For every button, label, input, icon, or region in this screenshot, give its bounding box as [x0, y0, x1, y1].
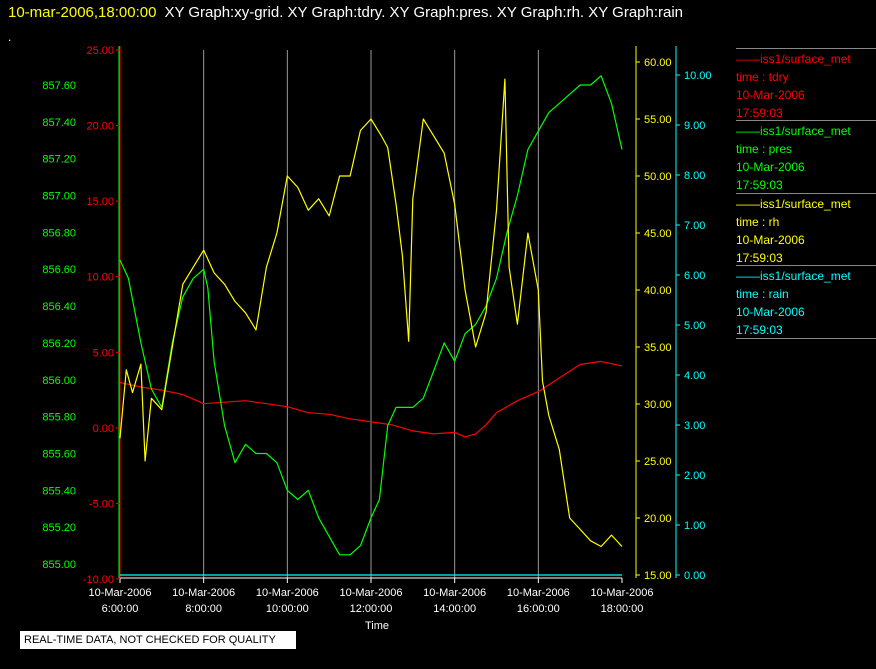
series-line-rh [119, 78, 623, 548]
y-tick-label-rain: 10.00 [684, 70, 712, 82]
y-tick-label-tdry: 25.00 [86, 45, 114, 57]
legend-date: 10-Mar-2006 [736, 233, 805, 247]
x-tick-label-time: 12:00:00 [350, 603, 393, 615]
legend-series: ——iss1/surface_met [736, 269, 851, 283]
y-tick-label-pres: 856.80 [42, 227, 76, 239]
x-tick-label-time: 6:00:00 [102, 603, 139, 615]
y-tick-label-rh: 40.00 [644, 285, 672, 297]
y-tick-label-pres: 855.40 [42, 485, 76, 497]
legend-var: time : rh [736, 215, 780, 229]
y-tick-label-pres: 856.00 [42, 375, 76, 387]
y-tick-label-tdry: 20.00 [86, 121, 114, 133]
y-tick-label-pres: 855.00 [42, 559, 76, 571]
x-axis-label: Time [365, 620, 389, 632]
legend-var: time : rain [736, 287, 789, 301]
x-tick-label-date: 10-Mar-2006 [172, 587, 235, 599]
series-line-tdry [119, 360, 623, 438]
legend-date: 10-Mar-2006 [736, 160, 805, 174]
y-tick-label-tdry: 15.00 [86, 196, 114, 208]
x-tick-label-date: 10-Mar-2006 [423, 587, 486, 599]
legend-separator [736, 265, 876, 266]
legend-date: 10-Mar-2006 [736, 305, 805, 319]
y-tick-label-pres: 857.00 [42, 191, 76, 203]
legend-series: ——iss1/surface_met [736, 197, 851, 211]
y-tick-label-rain: 4.00 [684, 370, 705, 382]
x-tick-label-date: 10-Mar-2006 [507, 587, 570, 599]
y-tick-label-rain: 0.00 [684, 570, 705, 582]
y-tick-label-rh: 55.00 [644, 114, 672, 126]
x-tick-label-time: 10:00:00 [266, 603, 309, 615]
y-tick-label-tdry: 0.00 [93, 423, 114, 435]
y-tick-label-rain: 3.00 [684, 420, 705, 432]
y-tick-label-pres: 856.20 [42, 338, 76, 350]
y-tick-label-pres: 857.20 [42, 154, 76, 166]
y-tick-label-pres: 855.80 [42, 412, 76, 424]
y-tick-label-rain: 7.00 [684, 220, 705, 232]
legend-series: ——iss1/surface_met [736, 124, 851, 138]
x-tick-label-date: 10-Mar-2006 [89, 587, 152, 599]
legend-var: time : tdry [736, 70, 789, 84]
y-tick-label-rh: 20.00 [644, 513, 672, 525]
y-tick-label-rh: 60.00 [644, 57, 672, 69]
y-tick-label-rain: 5.00 [684, 320, 705, 332]
y-tick-label-pres: 857.40 [42, 117, 76, 129]
quality-warning: REAL-TIME DATA, NOT CHECKED FOR QUALITY [20, 631, 296, 649]
legend-time: 17:59:03 [736, 106, 783, 120]
y-tick-label-pres: 855.20 [42, 522, 76, 534]
legend-series: ——iss1/surface_met [736, 52, 851, 66]
legend-separator [736, 193, 876, 194]
x-tick-label-date: 10-Mar-2006 [591, 587, 654, 599]
y-tick-label-tdry: -10.00 [83, 574, 114, 586]
title-dot: . [8, 30, 12, 44]
y-tick-label-rh: 45.00 [644, 228, 672, 240]
graph-title: 10-mar-2006,18:00:00 XY Graph:xy-grid. XY… [8, 4, 683, 21]
y-tick-label-rh: 15.00 [644, 570, 672, 582]
y-tick-label-tdry: -5.00 [89, 498, 114, 510]
y-tick-label-rh: 30.00 [644, 399, 672, 411]
legend-time: 17:59:03 [736, 178, 783, 192]
y-tick-label-pres: 856.60 [42, 264, 76, 276]
y-tick-label-tdry: 5.00 [93, 347, 114, 359]
legend-var: time : pres [736, 142, 793, 156]
y-tick-label-pres: 856.40 [42, 301, 76, 313]
legend-end [736, 338, 876, 340]
legend-separator [736, 338, 876, 339]
legend-time: 17:59:03 [736, 323, 783, 337]
title-graph-list: XY Graph:xy-grid. XY Graph:tdry. XY Grap… [164, 4, 684, 21]
y-tick-label-rain: 1.00 [684, 520, 705, 532]
y-tick-label-pres: 857.60 [42, 80, 76, 92]
title-timestamp: 10-mar-2006,18:00:00 [8, 4, 157, 21]
x-tick-label-time: 18:00:00 [601, 603, 644, 615]
legend-time: 17:59:03 [736, 251, 783, 265]
y-tick-label-rain: 6.00 [684, 270, 705, 282]
x-tick-label-time: 8:00:00 [185, 603, 222, 615]
y-tick-label-pres: 855.60 [42, 448, 76, 460]
y-tick-label-rain: 8.00 [684, 170, 705, 182]
y-tick-label-rain: 9.00 [684, 120, 705, 132]
y-tick-label-rh: 50.00 [644, 171, 672, 183]
y-tick-label-rh: 25.00 [644, 456, 672, 468]
series-line-pres [119, 75, 623, 556]
x-tick-label-time: 14:00:00 [433, 603, 476, 615]
x-tick-label-date: 10-Mar-2006 [256, 587, 319, 599]
y-tick-label-tdry: 10.00 [86, 272, 114, 284]
legend-date: 10-Mar-2006 [736, 88, 805, 102]
legend-separator [736, 120, 876, 121]
y-tick-label-rh: 35.00 [644, 342, 672, 354]
legend-separator [736, 48, 876, 49]
x-tick-label-time: 16:00:00 [517, 603, 560, 615]
y-tick-label-rain: 2.00 [684, 470, 705, 482]
x-tick-label-date: 10-Mar-2006 [340, 587, 403, 599]
